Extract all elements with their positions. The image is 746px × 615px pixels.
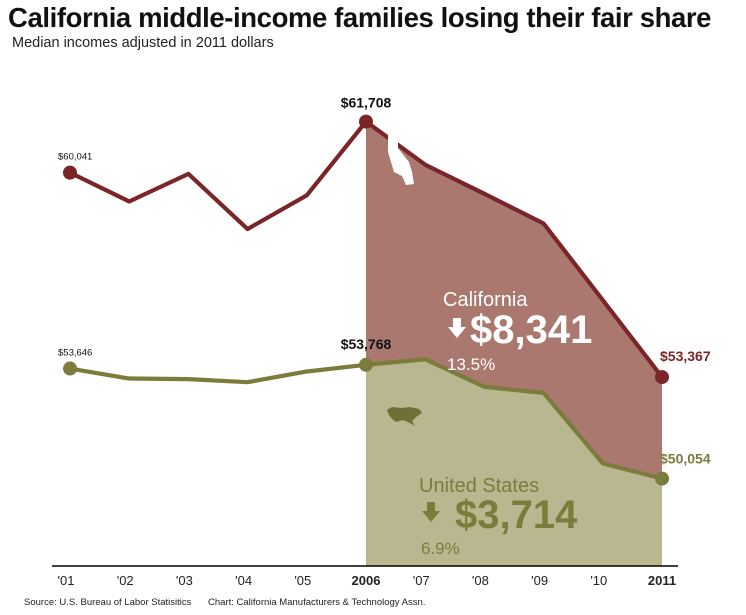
x-tick-label: '02 bbox=[117, 573, 134, 588]
decline-annotations: California$8,341 13.5% United States$3,714… bbox=[419, 289, 592, 558]
annotation-percent-us: 6.9% bbox=[421, 539, 460, 558]
chart-title: California middle-income families losing… bbox=[8, 2, 712, 33]
value-labels: $60,041 $61,708 $53,367 $53,646 $53,768 $50,0… bbox=[58, 95, 711, 467]
annotation-percent-california: 13.5% bbox=[447, 355, 495, 374]
x-tick-label: '09 bbox=[531, 573, 548, 588]
point-us-2011 bbox=[655, 471, 669, 486]
point-california-2001 bbox=[63, 165, 77, 180]
x-tick-label: '05 bbox=[294, 573, 311, 588]
chart-subtitle: Median incomes adjusted in 2011 dollars bbox=[12, 35, 274, 51]
annotation-name-us: United States bbox=[419, 475, 539, 497]
shaded-areas bbox=[366, 121, 662, 566]
x-tick-label: '07 bbox=[413, 573, 430, 588]
us-map-icon bbox=[387, 407, 422, 426]
series-points bbox=[63, 114, 669, 486]
x-tick-label: '03 bbox=[176, 573, 193, 588]
x-tick-label: '10 bbox=[590, 573, 607, 588]
x-tick-label: '01 bbox=[58, 573, 75, 588]
value-label-california-2011: $53,367 bbox=[660, 348, 711, 364]
x-tick-label: 2011 bbox=[648, 573, 676, 588]
map-icons bbox=[387, 135, 422, 426]
value-label-california-2001: $60,041 bbox=[58, 152, 92, 163]
value-label-us-2006: $53,768 bbox=[341, 336, 392, 352]
down-arrow-icon bbox=[448, 318, 466, 338]
value-label-us-2001: $53,646 bbox=[58, 348, 92, 359]
annotation-name-california: California bbox=[443, 289, 528, 311]
value-label-us-2011: $50,054 bbox=[660, 451, 711, 467]
annotation-amount-california: $8,341 bbox=[470, 308, 592, 352]
x-tick-label: '04 bbox=[235, 573, 252, 588]
point-california-2006 bbox=[359, 114, 373, 129]
annotation-amount-us: $3,714 bbox=[455, 493, 578, 537]
point-us-2001 bbox=[63, 361, 77, 376]
x-tick-label: 2006 bbox=[352, 573, 381, 588]
x-tick-label: '08 bbox=[472, 573, 489, 588]
source-note: Source: U.S. Bureau of Labor Statisitics… bbox=[24, 597, 439, 608]
x-axis-ticks: '01 '02 '03 '04 '05 2006 '07 '08 '09 '10 2011 bbox=[58, 573, 677, 588]
credit-text: Chart: California Manufacturers & Techno… bbox=[208, 597, 426, 608]
california-state-icon bbox=[388, 135, 414, 185]
down-arrow-icon bbox=[422, 502, 440, 522]
source-text: Source: U.S. Bureau of Labor Statisitics bbox=[24, 597, 192, 608]
point-california-2011 bbox=[655, 370, 669, 385]
point-us-2006 bbox=[359, 357, 373, 372]
value-label-california-2006: $61,708 bbox=[341, 95, 392, 111]
area-us bbox=[366, 359, 662, 566]
